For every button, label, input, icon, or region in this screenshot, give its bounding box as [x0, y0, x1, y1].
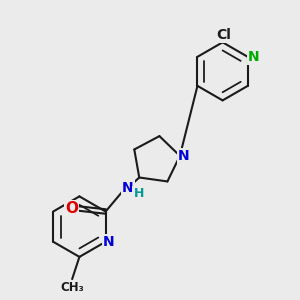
Text: N: N	[178, 149, 190, 163]
Text: N: N	[248, 50, 260, 64]
Text: CH₃: CH₃	[60, 281, 84, 294]
Text: N: N	[122, 181, 134, 195]
Text: Cl: Cl	[216, 28, 231, 42]
Text: O: O	[65, 201, 78, 216]
Text: H: H	[134, 187, 144, 200]
Text: N: N	[103, 235, 115, 249]
